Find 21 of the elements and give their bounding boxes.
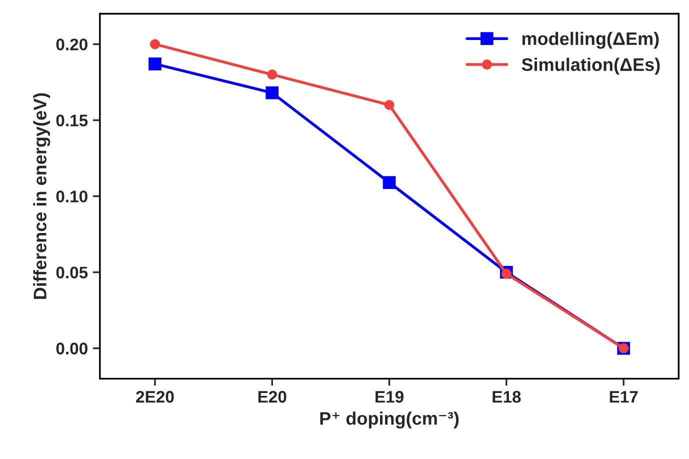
point [384, 100, 394, 110]
point [266, 86, 279, 100]
y-tick-label: 0.15 [56, 114, 88, 126]
y-axis-title: Difference in energy(eV) [33, 93, 50, 299]
x-tick-label: E18 [492, 390, 521, 403]
y-tick-label: 0.00 [56, 342, 88, 354]
y-tick-label: 0.20 [56, 38, 88, 50]
x-tick-label: E20 [258, 390, 286, 403]
legend-label: modelling(ΔEm) [522, 32, 659, 49]
point [267, 70, 278, 80]
legend-label: Simulation(ΔEs) [522, 58, 660, 75]
x-tick-label: E19 [376, 390, 404, 403]
y-tick-label: 0.10 [56, 190, 88, 202]
x-axis-title: P⁺ doping(cm⁻³) [320, 412, 459, 428]
point [382, 176, 396, 189]
point [150, 39, 160, 50]
y-tick-label: 0.05 [56, 266, 88, 278]
x-tick-label: E17 [610, 391, 638, 403]
point [148, 58, 162, 70]
x-tick-label: 2E20 [136, 390, 174, 403]
point [501, 268, 512, 279]
